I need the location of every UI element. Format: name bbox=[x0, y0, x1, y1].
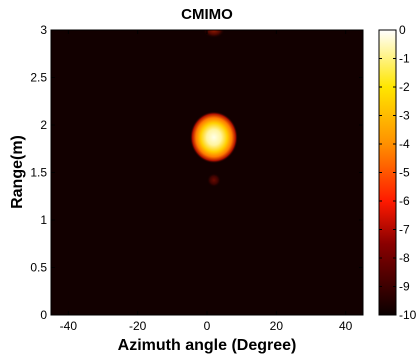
colorbar-tick-label: -8 bbox=[399, 251, 410, 265]
x-tick-label: -20 bbox=[129, 319, 147, 333]
y-tick-label: 3 bbox=[40, 23, 47, 37]
plot-area bbox=[51, 30, 363, 315]
top-edge-peak bbox=[202, 30, 225, 38]
y-axis-title: Range(m) bbox=[9, 135, 26, 209]
x-tick-label: 20 bbox=[270, 319, 284, 333]
colorbar-tick-label: -6 bbox=[399, 194, 410, 208]
x-tick-label: 40 bbox=[339, 319, 353, 333]
main-peak bbox=[189, 111, 238, 164]
colorbar-tick-label: -10 bbox=[399, 308, 417, 322]
secondary-peak bbox=[206, 173, 221, 188]
y-tick-label: 1 bbox=[40, 213, 47, 227]
colorbar-tick-label: 0 bbox=[399, 23, 406, 37]
y-tick-label: 1.5 bbox=[30, 166, 47, 180]
colorbar-ticks: 0 -1 -2 -3 -4 -5 -6 -7 -8 -9 -10 bbox=[379, 23, 417, 322]
x-tick-label: 0 bbox=[204, 319, 211, 333]
colorbar-tick-label: -4 bbox=[399, 137, 410, 151]
y-tick-label: 0.5 bbox=[30, 261, 47, 275]
y-tick-label: 0 bbox=[40, 308, 47, 322]
chart-title: CMIMO bbox=[181, 6, 233, 23]
colorbar-tick-label: -2 bbox=[399, 80, 410, 94]
colorbar-tick-label: -9 bbox=[399, 280, 410, 294]
y-tick-label: 2.5 bbox=[30, 71, 47, 85]
colorbar-tick-label: -3 bbox=[399, 109, 410, 123]
x-axis-title: Azimuth angle (Degree) bbox=[118, 337, 297, 354]
peaks-layer bbox=[189, 30, 238, 188]
x-axis-ticks: -40 -20 0 20 40 bbox=[60, 30, 353, 333]
colorbar-tick-label: -5 bbox=[399, 166, 410, 180]
x-tick-label: -40 bbox=[60, 319, 78, 333]
y-axis-ticks: 0 0.5 1 1.5 2 2.5 3 bbox=[30, 23, 363, 322]
colorbar-tick-label: -1 bbox=[399, 52, 410, 66]
colorbar-tick-label: -7 bbox=[399, 223, 410, 237]
y-tick-label: 2 bbox=[40, 118, 47, 132]
